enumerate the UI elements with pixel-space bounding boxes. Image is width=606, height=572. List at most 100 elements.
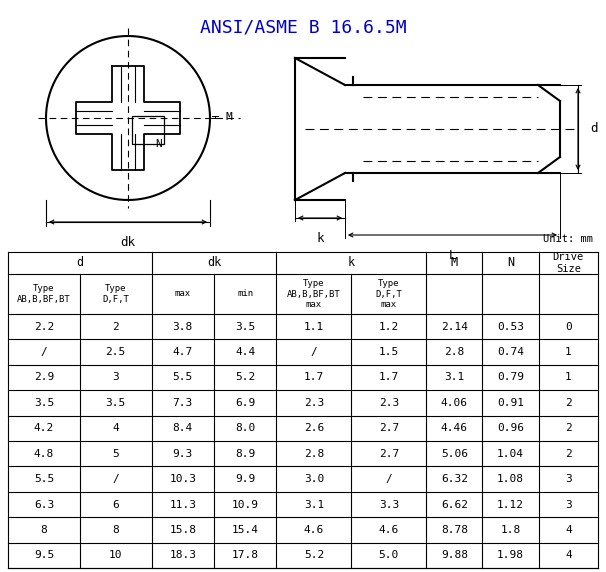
Text: Type
AB,B,BF,BT
max: Type AB,B,BF,BT max bbox=[287, 279, 341, 309]
Text: min: min bbox=[237, 289, 253, 299]
Text: 8: 8 bbox=[112, 525, 119, 535]
Text: 3: 3 bbox=[565, 474, 571, 484]
Text: 0.96: 0.96 bbox=[497, 423, 524, 434]
Text: 0.74: 0.74 bbox=[497, 347, 524, 357]
Text: 6.32: 6.32 bbox=[441, 474, 468, 484]
Text: 1.04: 1.04 bbox=[497, 448, 524, 459]
Text: k: k bbox=[348, 256, 355, 269]
Text: 5.06: 5.06 bbox=[441, 448, 468, 459]
Text: 8.0: 8.0 bbox=[235, 423, 255, 434]
Text: L: L bbox=[449, 249, 456, 262]
Text: 4: 4 bbox=[112, 423, 119, 434]
Text: max: max bbox=[175, 289, 191, 299]
Text: 3.5: 3.5 bbox=[34, 398, 54, 408]
Text: 3: 3 bbox=[565, 499, 571, 510]
Text: M: M bbox=[225, 112, 231, 122]
Text: M: M bbox=[451, 256, 458, 269]
Text: 2.14: 2.14 bbox=[441, 321, 468, 332]
Text: 5.0: 5.0 bbox=[379, 550, 399, 561]
Text: 9.5: 9.5 bbox=[34, 550, 54, 561]
Text: 5.5: 5.5 bbox=[34, 474, 54, 484]
Text: 2: 2 bbox=[112, 321, 119, 332]
Text: 11.3: 11.3 bbox=[169, 499, 196, 510]
Text: 1: 1 bbox=[565, 372, 571, 383]
Text: ANSI/ASME B 16.6.5M: ANSI/ASME B 16.6.5M bbox=[200, 18, 406, 36]
Text: 2: 2 bbox=[565, 423, 571, 434]
Text: 10: 10 bbox=[109, 550, 122, 561]
Text: 4.8: 4.8 bbox=[34, 448, 54, 459]
Text: 15.8: 15.8 bbox=[169, 525, 196, 535]
Text: 8: 8 bbox=[41, 525, 47, 535]
Text: k: k bbox=[316, 232, 324, 245]
Text: 2.7: 2.7 bbox=[379, 448, 399, 459]
Text: /: / bbox=[41, 347, 47, 357]
Text: 3.1: 3.1 bbox=[444, 372, 465, 383]
Text: 4.6: 4.6 bbox=[304, 525, 324, 535]
Text: dk: dk bbox=[121, 236, 136, 249]
Text: 2.3: 2.3 bbox=[379, 398, 399, 408]
Text: 1.98: 1.98 bbox=[497, 550, 524, 561]
Text: 8.9: 8.9 bbox=[235, 448, 255, 459]
Text: 0.79: 0.79 bbox=[497, 372, 524, 383]
Text: 2.2: 2.2 bbox=[34, 321, 54, 332]
Text: 2: 2 bbox=[565, 398, 571, 408]
Text: 1: 1 bbox=[565, 347, 571, 357]
Text: 3.5: 3.5 bbox=[235, 321, 255, 332]
Text: 6: 6 bbox=[112, 499, 119, 510]
Text: 1.7: 1.7 bbox=[304, 372, 324, 383]
Text: 2.3: 2.3 bbox=[304, 398, 324, 408]
Text: 1.08: 1.08 bbox=[497, 474, 524, 484]
Text: 5: 5 bbox=[112, 448, 119, 459]
Text: 2.8: 2.8 bbox=[304, 448, 324, 459]
Text: 0: 0 bbox=[565, 321, 571, 332]
Text: 2.8: 2.8 bbox=[444, 347, 465, 357]
Text: 4.4: 4.4 bbox=[235, 347, 255, 357]
Text: Type
D,F,T
max: Type D,F,T max bbox=[375, 279, 402, 309]
Text: dk: dk bbox=[207, 256, 221, 269]
Text: 8.4: 8.4 bbox=[173, 423, 193, 434]
Text: 3.1: 3.1 bbox=[304, 499, 324, 510]
Text: Type
D,F,T: Type D,F,T bbox=[102, 284, 129, 304]
Text: d: d bbox=[590, 122, 598, 136]
Text: 1.8: 1.8 bbox=[501, 525, 521, 535]
Text: 0.91: 0.91 bbox=[497, 398, 524, 408]
Text: Drive
Size: Drive Size bbox=[553, 252, 584, 274]
Text: 7.3: 7.3 bbox=[173, 398, 193, 408]
Text: /: / bbox=[385, 474, 392, 484]
Text: 1.5: 1.5 bbox=[379, 347, 399, 357]
Text: 3.3: 3.3 bbox=[379, 499, 399, 510]
Text: 10.3: 10.3 bbox=[169, 474, 196, 484]
Text: 1.1: 1.1 bbox=[304, 321, 324, 332]
Text: 4.06: 4.06 bbox=[441, 398, 468, 408]
Text: 6.62: 6.62 bbox=[441, 499, 468, 510]
Text: 18.3: 18.3 bbox=[169, 550, 196, 561]
Text: 9.3: 9.3 bbox=[173, 448, 193, 459]
Text: 5.5: 5.5 bbox=[173, 372, 193, 383]
Text: 2.9: 2.9 bbox=[34, 372, 54, 383]
Bar bbox=[132, 116, 164, 144]
Text: 17.8: 17.8 bbox=[231, 550, 259, 561]
Text: 4.46: 4.46 bbox=[441, 423, 468, 434]
Text: 3.5: 3.5 bbox=[105, 398, 126, 408]
Text: N: N bbox=[507, 256, 514, 269]
Text: 5.2: 5.2 bbox=[304, 550, 324, 561]
Text: 4.2: 4.2 bbox=[34, 423, 54, 434]
Text: 9.9: 9.9 bbox=[235, 474, 255, 484]
Text: 1.2: 1.2 bbox=[379, 321, 399, 332]
Text: 4.7: 4.7 bbox=[173, 347, 193, 357]
Text: 2: 2 bbox=[565, 448, 571, 459]
Text: 4: 4 bbox=[565, 525, 571, 535]
Text: 10.9: 10.9 bbox=[231, 499, 259, 510]
Text: 4: 4 bbox=[565, 550, 571, 561]
Text: 6.3: 6.3 bbox=[34, 499, 54, 510]
Text: 2.7: 2.7 bbox=[379, 423, 399, 434]
Text: 15.4: 15.4 bbox=[231, 525, 259, 535]
Text: 4.6: 4.6 bbox=[379, 525, 399, 535]
Text: 9.88: 9.88 bbox=[441, 550, 468, 561]
Text: d: d bbox=[76, 256, 84, 269]
Text: /: / bbox=[112, 474, 119, 484]
Text: 3.0: 3.0 bbox=[304, 474, 324, 484]
Text: Unit: mm: Unit: mm bbox=[543, 234, 593, 244]
Text: 3: 3 bbox=[112, 372, 119, 383]
Text: 6.9: 6.9 bbox=[235, 398, 255, 408]
